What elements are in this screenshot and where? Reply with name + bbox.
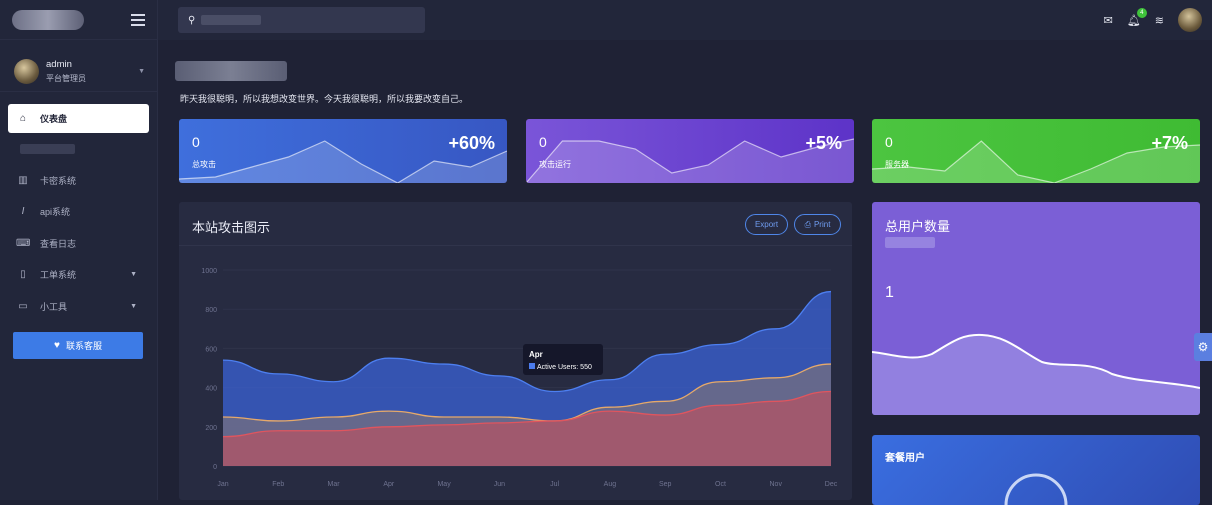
series-area-3 — [223, 391, 831, 466]
sidebar-item-label: 查看日志 — [40, 238, 77, 249]
sidebar-item-label: 小工具 — [40, 301, 68, 312]
tablet-icon: ▯ — [20, 269, 26, 281]
sidebar-item-dashboard[interactable]: ⌂ 仪表盘 — [8, 104, 149, 133]
y-tick-label: 200 — [205, 425, 217, 432]
x-tick-label: Mar — [328, 481, 341, 488]
x-tick-label: Jun — [494, 481, 505, 488]
x-tick-label: Jul — [550, 481, 559, 488]
stat-card-total-attacks: 0 总攻击 +60% — [179, 119, 507, 183]
monitor-icon: ▭ — [18, 300, 28, 312]
stat-percent: +5% — [805, 133, 842, 153]
print-icon: ⎙ — [804, 219, 811, 229]
export-button[interactable]: Export — [745, 214, 788, 235]
print-button[interactable]: ⎙ Print — [794, 214, 841, 235]
sidebar-item-cards[interactable]: ▥ 卡密系统 — [0, 165, 157, 197]
caret-down-icon: ▼ — [130, 271, 137, 279]
x-tick-label: Jan — [217, 481, 228, 488]
sidebar-item-label: 工单系统 — [40, 270, 77, 281]
topbar: ⚲ ✉ 🔔︎ 4 ≋ — [158, 0, 1212, 40]
svg-text:Apr: Apr — [529, 350, 543, 359]
stat-value: 0 — [539, 134, 547, 150]
sidebar-item-logs[interactable]: ⌨ 查看日志 — [0, 228, 157, 260]
avatar — [14, 59, 39, 84]
series-line-1 — [222, 290, 832, 393]
logo-bar — [0, 0, 157, 40]
home-icon: ⌂ — [19, 113, 27, 124]
total-users-card: 总用户数量 1 — [872, 202, 1200, 415]
package-users-card: 套餐用户 — [872, 435, 1200, 505]
sidebar: admin 平台管理员 ▼ ⌂ 仪表盘 ▥ 卡密系统 I api系统 ⌨ 查看日… — [0, 0, 158, 500]
x-tick-label: Aug — [604, 481, 617, 488]
stat-value: 0 — [192, 134, 200, 150]
series-line-2 — [222, 363, 832, 422]
sidebar-item-label: 卡密系统 — [40, 175, 77, 186]
menu-toggle-icon[interactable] — [131, 13, 145, 26]
motto-text: 昨天我很聪明，所以我想改变世界。今天我很聪明，所以我要改变自己。 — [180, 94, 469, 104]
sidebar-item-label: api系统 — [40, 207, 71, 218]
stat-value: 0 — [885, 134, 893, 150]
x-tick-label: Dec — [825, 481, 838, 488]
mail-icon[interactable]: ✉ — [1103, 14, 1113, 27]
notification-badge: 4 — [1136, 7, 1147, 18]
y-tick-label: 0 — [213, 464, 217, 471]
area-chart: 0 200 400 600 800 1000 Jan Feb Mar Apr May Jun Jul Au… — [201, 268, 838, 488]
stat-label: 总攻击 — [192, 160, 216, 169]
x-tick-label: May — [437, 481, 451, 488]
users-card-value: 1 — [885, 284, 894, 301]
contact-support-button[interactable]: ♥ 联系客服 — [13, 332, 143, 359]
caret-down-icon: ▼ — [130, 302, 137, 310]
sidebar-item-tools[interactable]: ▭ 小工具 ▼ — [0, 291, 157, 323]
sidebar-item-label: 仪表盘 — [40, 114, 68, 124]
main-content: 昨天我很聪明，所以我想改变世界。今天我很聪明，所以我要改变自己。 0 总攻击 +… — [158, 40, 1212, 505]
avatar[interactable] — [1178, 8, 1202, 32]
search-icon: ⚲ — [188, 14, 196, 26]
users-card-subtitle — [885, 237, 935, 248]
settings-gear-icon[interactable]: ⚙ — [1194, 333, 1212, 361]
package-card-title: 套餐用户 — [885, 453, 925, 464]
stat-card-running-attacks: 0 攻击运行 +5% — [526, 119, 854, 183]
x-tick-label: Nov — [770, 481, 783, 488]
user-role: 平台管理员 — [46, 73, 86, 83]
x-tick-label: Oct — [715, 481, 726, 488]
user-name: admin — [46, 58, 72, 70]
bell-icon[interactable]: 🔔︎ 4 — [1127, 7, 1147, 27]
sidebar-item-api[interactable]: I api系统 — [0, 196, 157, 228]
italic-icon: I — [21, 206, 25, 218]
keyboard-icon: ⌨ — [16, 237, 31, 249]
x-tick-label: Feb — [272, 481, 284, 488]
sidebar-section-label — [0, 133, 157, 165]
stat-percent: +60% — [448, 133, 495, 153]
heart-icon: ♥ — [54, 340, 60, 351]
bar-chart-icon: ▥ — [18, 174, 28, 186]
y-tick-label: 400 — [205, 386, 217, 393]
stat-label: 攻击运行 — [539, 160, 571, 169]
chevron-down-icon[interactable]: ▼ — [138, 68, 145, 75]
stat-label: 服务器 — [885, 160, 909, 169]
logo — [12, 9, 84, 30]
stat-percent: +7% — [1151, 133, 1188, 153]
layers-icon[interactable]: ≋ — [1154, 14, 1164, 27]
sidebar-item-tickets[interactable]: ▯ 工单系统 ▼ — [0, 259, 157, 291]
user-panel[interactable]: admin 平台管理员 ▼ — [0, 40, 157, 92]
chart-title: 本站攻击图示 — [192, 220, 271, 235]
svg-text:Active Users: 550: Active Users: 550 — [537, 364, 592, 371]
attack-chart-card: 本站攻击图示 Export ⎙ Print 0 200 400 600 800 1000 Ja… — [179, 202, 852, 500]
sidebar-menu: ⌂ 仪表盘 ▥ 卡密系统 I api系统 ⌨ 查看日志 ▯ 工单系统 ▼ ▭ 小… — [0, 92, 157, 359]
stat-card-servers: 0 服务器 +7% — [872, 119, 1200, 183]
chart-tooltip: Apr Active Users: 550 — [523, 344, 603, 375]
x-tick-label: Sep — [659, 481, 672, 488]
y-tick-label: 800 — [205, 307, 217, 314]
y-tick-label: 600 — [205, 346, 217, 353]
series-line-3 — [222, 390, 832, 438]
y-tick-label: 1000 — [201, 268, 217, 275]
page-title — [175, 61, 287, 81]
contact-label: 联系客服 — [65, 341, 102, 351]
x-tick-label: Apr — [383, 481, 395, 488]
users-card-title: 总用户数量 — [885, 219, 951, 234]
search-input[interactable]: ⚲ — [178, 7, 425, 33]
